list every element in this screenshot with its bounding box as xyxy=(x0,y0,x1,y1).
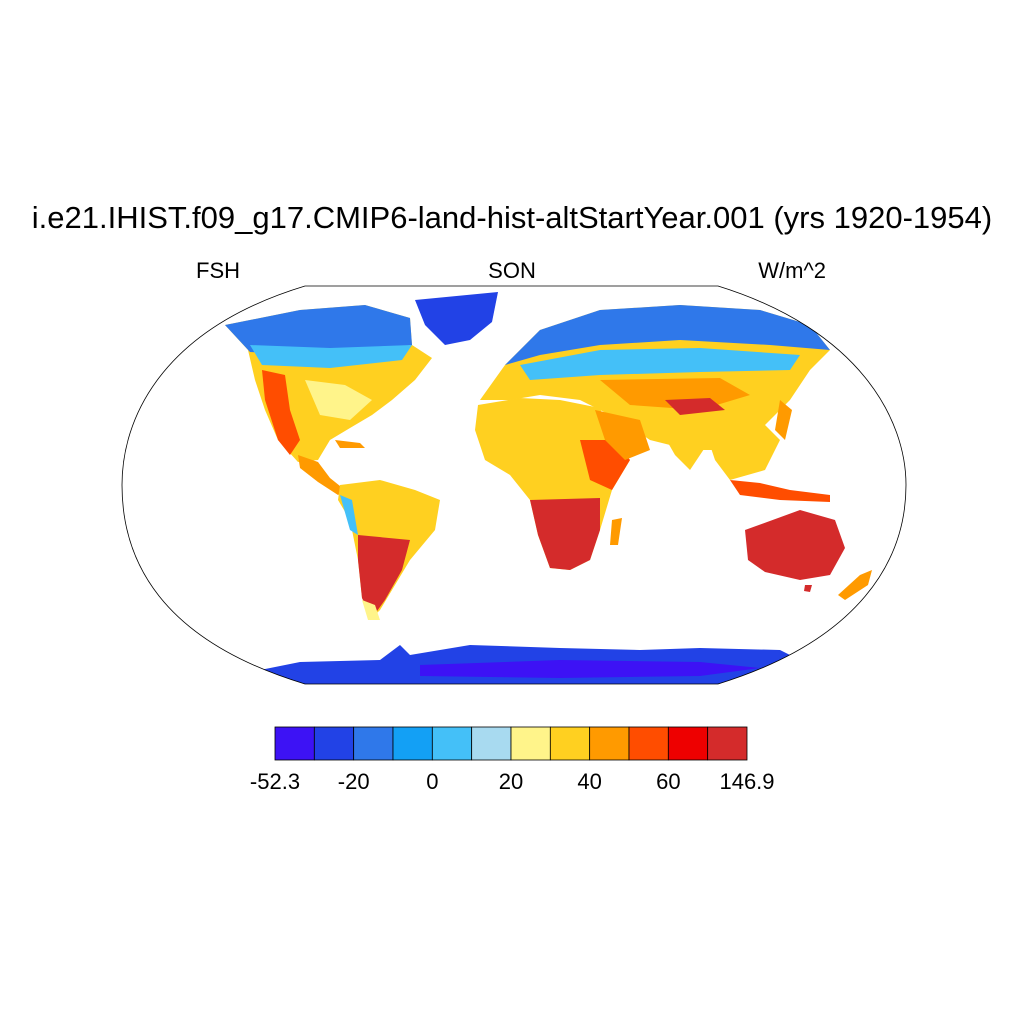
south-america-tip xyxy=(362,600,380,620)
india-region xyxy=(655,420,710,470)
arabia-region xyxy=(595,410,650,460)
africa-south xyxy=(530,498,600,570)
japan xyxy=(775,400,792,440)
colorbar-box xyxy=(510,726,551,761)
colorbar-box xyxy=(667,726,709,761)
north-america-north xyxy=(225,305,412,355)
antarctica-interior xyxy=(420,660,760,678)
north-america-boreal xyxy=(250,345,412,368)
tibet xyxy=(665,398,725,415)
colorbar-ticks: -52.3 -20 0 20 40 60 146.9 xyxy=(250,769,775,794)
greenland-region xyxy=(415,292,498,345)
south-america-andes xyxy=(340,495,358,535)
colorbar-box xyxy=(628,726,669,761)
colorbar-box xyxy=(549,726,591,761)
variable-label: FSH xyxy=(196,258,240,283)
south-america-south xyxy=(358,535,410,618)
colorbar-tick-label: -20 xyxy=(338,769,370,794)
eurasia-arctic xyxy=(505,305,830,365)
season-label: SON xyxy=(488,258,536,283)
caribbean xyxy=(335,440,365,448)
colorbar-box xyxy=(471,726,512,761)
madagascar xyxy=(610,518,622,545)
north-america-east xyxy=(305,380,372,420)
map-land xyxy=(225,292,872,684)
units-label: W/m^2 xyxy=(758,258,826,283)
colorbar-tick-label: 146.9 xyxy=(719,769,774,794)
colorbar-box xyxy=(353,726,394,761)
eurasia-boreal xyxy=(520,348,800,380)
north-america-west xyxy=(262,370,300,455)
colorbar-box xyxy=(589,726,630,761)
indonesia xyxy=(730,480,830,502)
new-zealand xyxy=(838,570,872,600)
colorbar-box xyxy=(431,726,473,761)
colorbar-tick-label: 60 xyxy=(656,769,680,794)
globe-outline xyxy=(121,285,907,685)
colorbar-box xyxy=(313,726,355,761)
tasmania xyxy=(804,585,812,592)
colorbar-box xyxy=(274,726,315,761)
central-america-region xyxy=(298,455,345,495)
colorbar-tick-label: 40 xyxy=(577,769,601,794)
colorbar-box xyxy=(392,726,433,761)
colorbar xyxy=(274,726,748,761)
colorbar-box xyxy=(707,726,748,761)
map-title: i.e21.IHIST.f09_g17.CMIP6-land-hist-altS… xyxy=(31,200,993,235)
colorbar-tick-label: 0 xyxy=(426,769,438,794)
colorbar-tick-label: 20 xyxy=(499,769,523,794)
australia-region xyxy=(745,510,845,580)
southeast-asia-region xyxy=(705,420,780,480)
colorbar-tick-label: -52.3 xyxy=(250,769,300,794)
